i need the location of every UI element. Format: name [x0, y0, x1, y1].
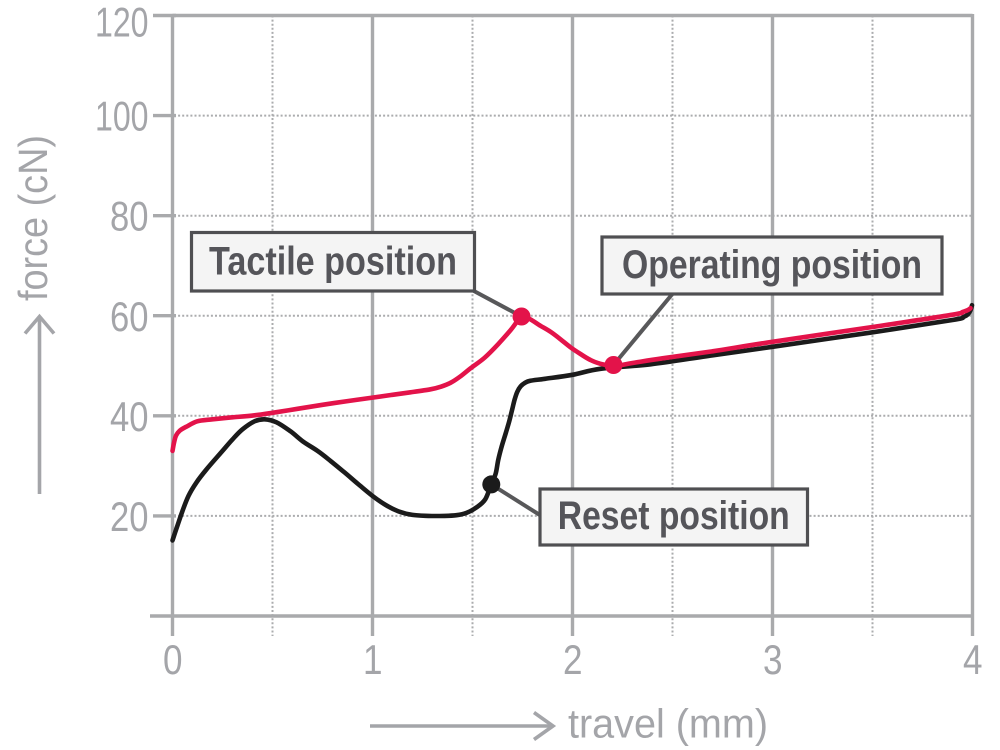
svg-text:60: 60: [110, 293, 149, 340]
svg-text:20: 20: [110, 493, 149, 540]
svg-text:3: 3: [763, 636, 783, 683]
svg-text:Reset position: Reset position: [558, 494, 790, 538]
svg-text:120: 120: [95, 0, 149, 46]
svg-text:Operating position: Operating position: [622, 243, 922, 287]
svg-text:force (cN): force (cN): [10, 135, 56, 301]
svg-text:2: 2: [563, 636, 583, 683]
svg-text:1: 1: [363, 636, 383, 683]
svg-text:100: 100: [95, 93, 149, 140]
svg-text:80: 80: [110, 193, 149, 240]
svg-text:travel (mm): travel (mm): [568, 701, 768, 747]
svg-text:40: 40: [110, 393, 149, 440]
svg-text:4: 4: [963, 636, 983, 683]
svg-text:0: 0: [163, 636, 183, 683]
svg-text:Tactile position: Tactile position: [209, 240, 457, 284]
